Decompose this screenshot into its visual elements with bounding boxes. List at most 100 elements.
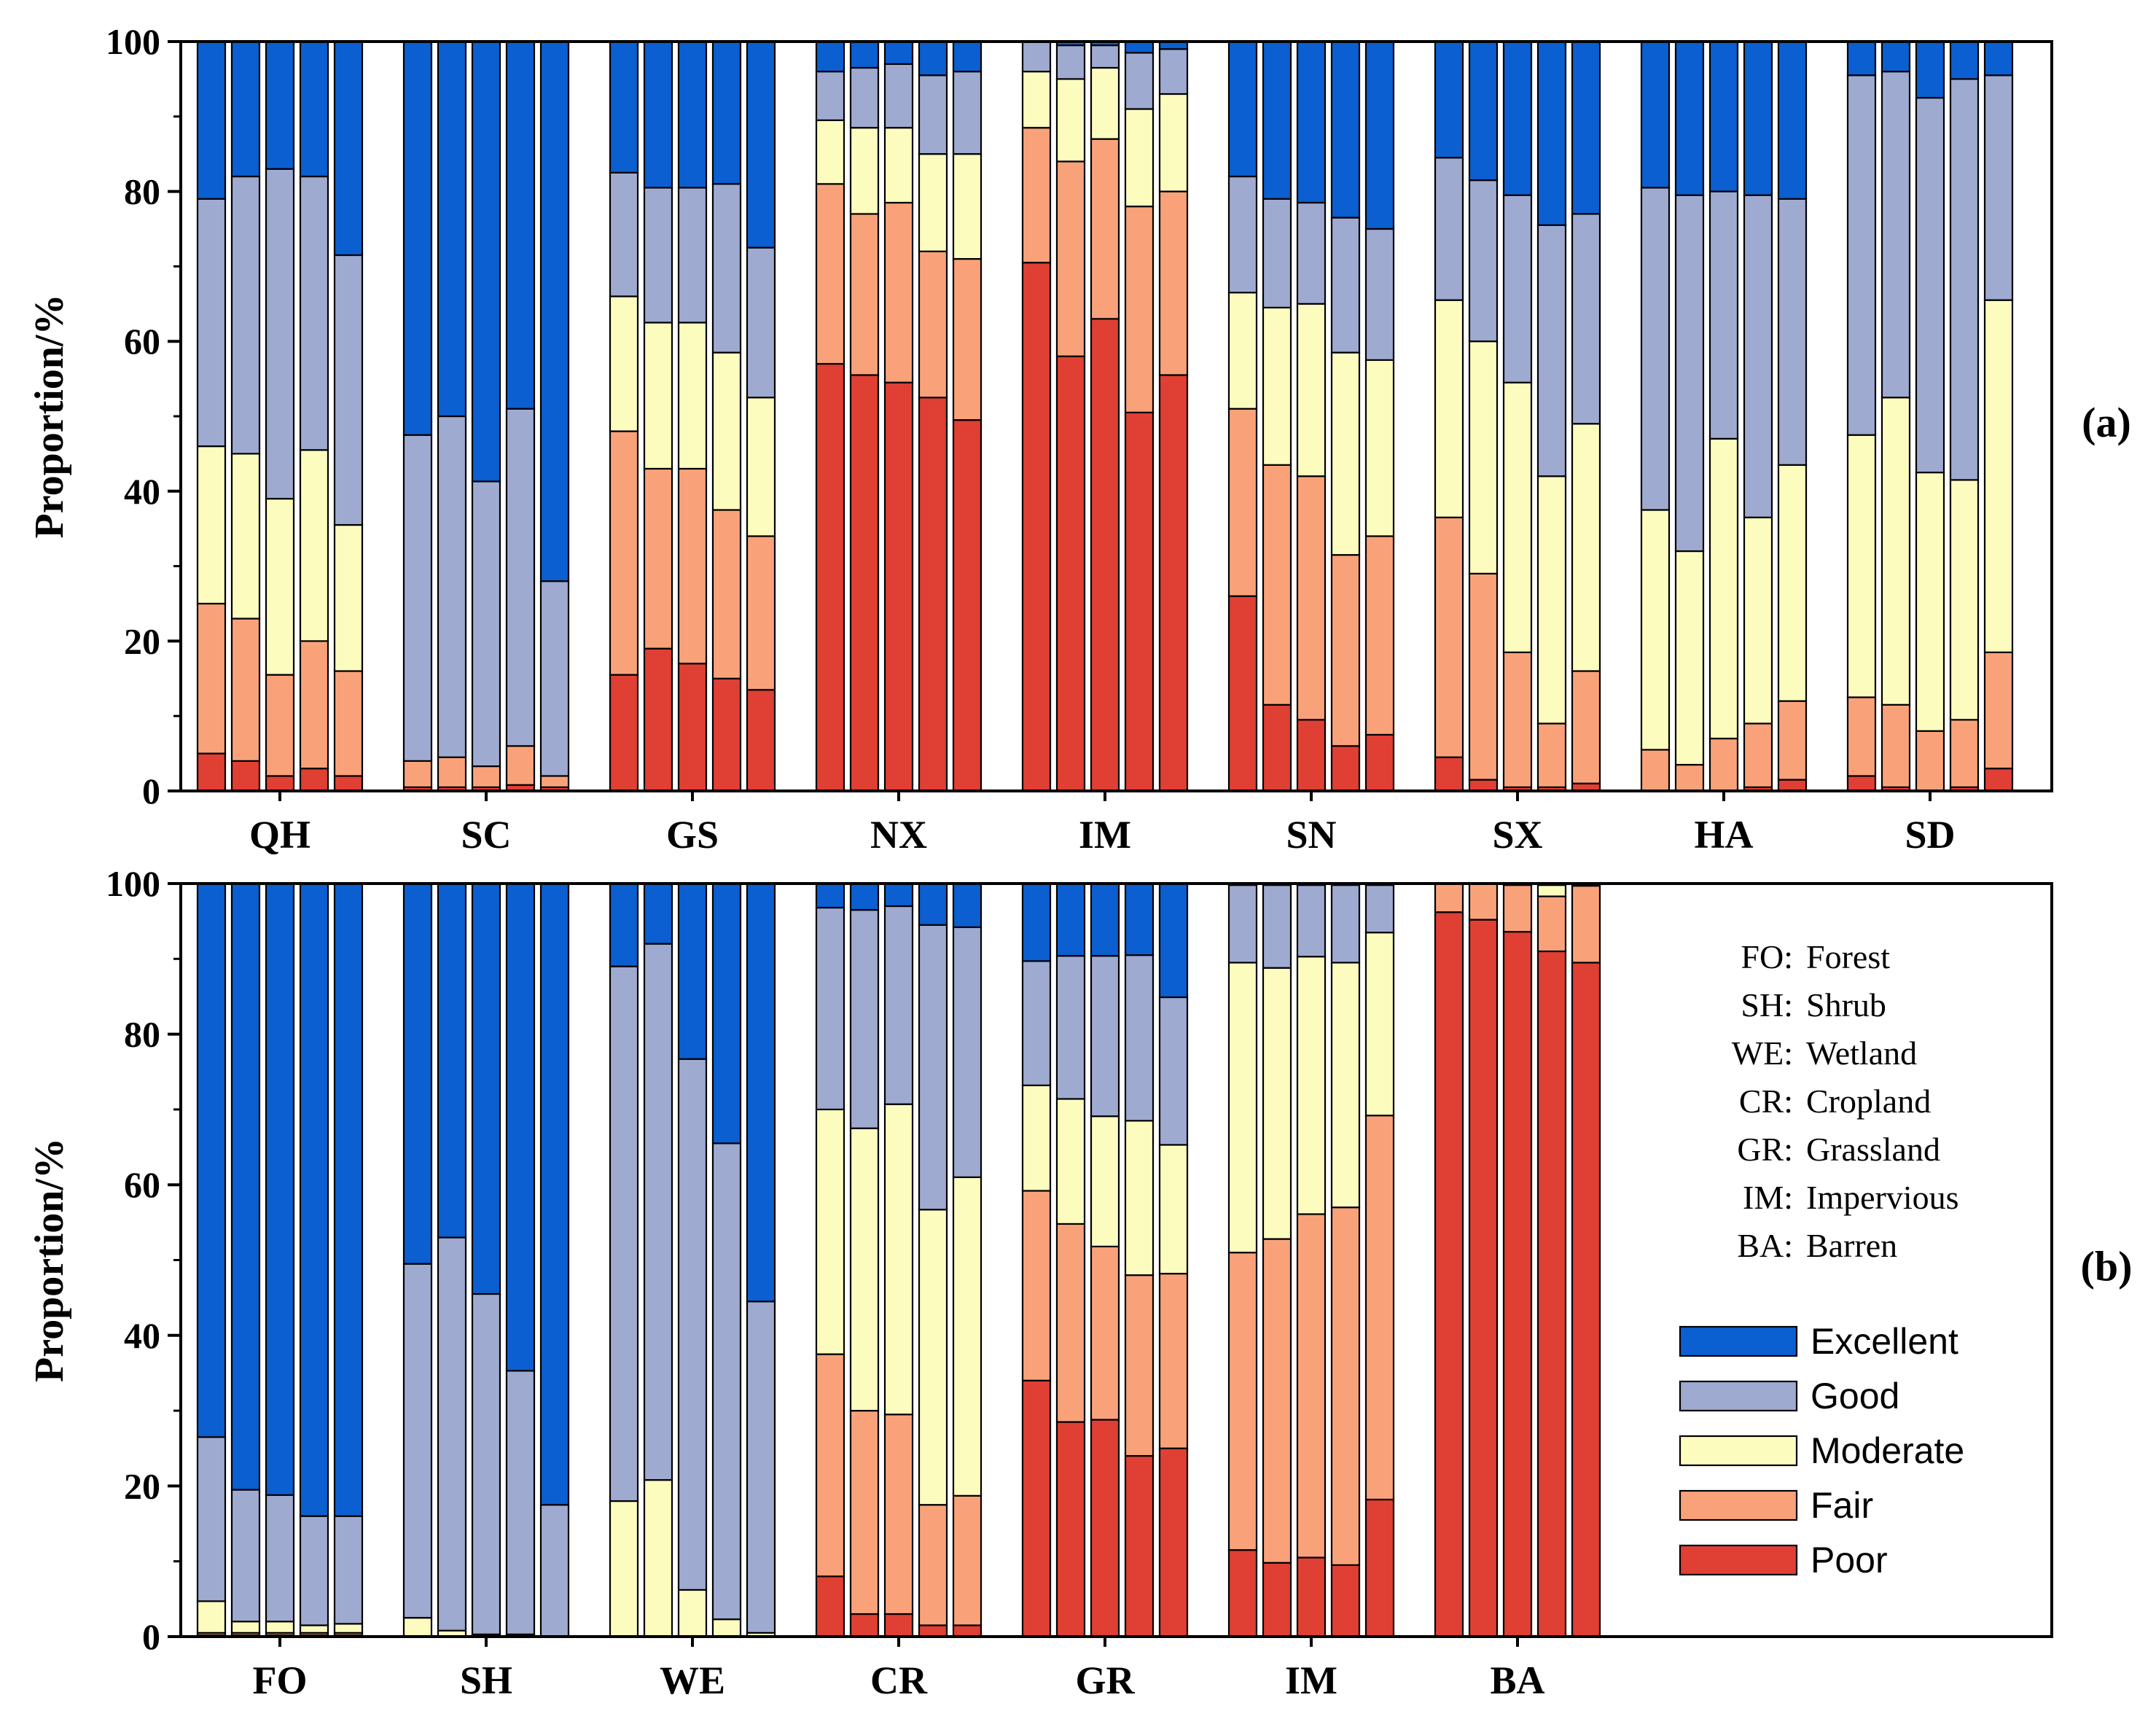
bar-segment-qh-5-moderate: [333, 523, 364, 672]
bar-group-ha: HA: [1640, 40, 1808, 857]
bar-segment-ha-5-excellent: [1777, 40, 1808, 200]
bar-segment-we-4-excellent: [711, 882, 742, 1145]
bar-segment-nx-3-fair: [883, 201, 914, 383]
bar-segment-qh-1-excellent: [196, 40, 227, 200]
bar-segment-ha-2-excellent: [1674, 40, 1705, 196]
bar-segment-ha-3-excellent: [1708, 40, 1739, 192]
bar-segment-cr-3-good: [883, 905, 914, 1105]
bar-segment-fo-2-moderate: [230, 1621, 261, 1634]
y-axis-title: Proportion/%: [27, 1138, 72, 1382]
bar-segment-qh-1-fair: [196, 602, 227, 755]
y-tick-label: 40: [124, 1315, 160, 1356]
bar-segment-sn-5-poor: [1364, 733, 1395, 792]
bar-segment-sh-5-good: [539, 1504, 570, 1638]
abbr-name: Forest: [1806, 938, 1890, 975]
bar-segment-sn-3-poor: [1296, 719, 1327, 792]
bar-segment-im-4-excellent: [1124, 40, 1155, 54]
bar-segment-sx-3-moderate: [1502, 381, 1533, 653]
abbr-code: GR:: [1737, 1131, 1793, 1168]
bar-segment-sn-3-fair: [1296, 475, 1327, 721]
legend-swatch-moderate: [1679, 1435, 1798, 1467]
bar-segment-im-5-good: [1158, 48, 1189, 95]
bar-segment-gr-4-moderate: [1124, 1120, 1155, 1276]
bar-segment-im-1-moderate: [1227, 962, 1258, 1254]
panel-label: (b): [2081, 1243, 2133, 1290]
bar-segment-im-5-poor: [1158, 374, 1189, 792]
bar-segment-cr-2-fair: [849, 1409, 880, 1615]
bar-segment-im-4-good: [1124, 52, 1155, 110]
bar-segment-gr-5-moderate: [1158, 1144, 1189, 1275]
bar-segment-sc-1-good: [402, 434, 433, 762]
bar-segment-gr-4-fair: [1124, 1274, 1155, 1457]
legend-swatch-good: [1679, 1380, 1798, 1412]
bar-segment-sd-3-good: [1915, 97, 1945, 474]
bar-segment-nx-3-good: [883, 63, 914, 129]
bar-group-qh: QH: [196, 40, 364, 857]
bar-segment-im-3-poor: [1090, 318, 1120, 792]
bar-group-we: WE: [609, 882, 776, 1702]
bar-segment-sc-3-good: [471, 480, 501, 768]
bar-segment-nx-2-moderate: [849, 127, 880, 215]
bar-segment-nx-5-good: [952, 71, 983, 155]
bar-segment-sx-4-moderate: [1536, 475, 1567, 725]
bar-segment-fo-5-excellent: [333, 882, 364, 1517]
bar-segment-cr-5-poor: [952, 1624, 983, 1638]
bar-segment-sh-1-excellent: [402, 882, 433, 1265]
bar-segment-sn-1-excellent: [1227, 40, 1258, 178]
bar-segment-ba-4-moderate: [1536, 884, 1567, 897]
y-tick-label: 60: [124, 1164, 160, 1205]
category-label-sn: SN: [1286, 813, 1336, 857]
bar-segment-nx-2-fair: [849, 213, 880, 376]
bar-segment-gs-4-poor: [711, 677, 742, 792]
bar-segment-gs-4-fair: [711, 509, 742, 679]
abbr-code: CR:: [1739, 1083, 1793, 1120]
bar-segment-gs-3-poor: [677, 663, 708, 792]
bar-segment-gr-2-moderate: [1055, 1098, 1086, 1225]
bar-segment-we-2-good: [643, 943, 673, 1481]
bar-segment-sn-2-poor: [1262, 703, 1292, 792]
bar-segment-gr-4-poor: [1124, 1454, 1155, 1638]
bar-segment-cr-5-excellent: [952, 882, 983, 929]
bar-segment-sn-1-poor: [1227, 595, 1258, 792]
bar-segment-fo-3-excellent: [265, 882, 295, 1496]
bar-segment-fo-5-moderate: [333, 1623, 364, 1634]
bar-segment-fo-3-moderate: [265, 1621, 295, 1634]
bar-segment-gr-2-poor: [1055, 1421, 1086, 1638]
bar-segment-fo-4-excellent: [299, 882, 329, 1517]
abbr-code: IM:: [1743, 1179, 1793, 1216]
bar-segment-im-3-moderate: [1296, 956, 1327, 1215]
bar-segment-ha-3-moderate: [1708, 437, 1739, 740]
bar-segment-ha-1-good: [1640, 187, 1671, 511]
y-tick-label: 40: [124, 471, 160, 512]
bar-segment-sn-4-excellent: [1330, 40, 1361, 219]
bar-segment-sd-4-good: [1949, 78, 1980, 481]
bar-segment-sc-2-fair: [437, 756, 467, 788]
panel-b: FO SH WE CR GR IM BA 0 20 40 60 80 100 Proportion/% (b…: [27, 863, 2132, 1702]
bar-segment-ba-3-poor: [1502, 931, 1533, 1638]
bar-segment-im-1-moderate: [1021, 71, 1052, 129]
bar-segment-qh-1-moderate: [196, 445, 227, 605]
bar-segment-im-1-fair: [1021, 127, 1052, 264]
bar-segment-sn-2-excellent: [1262, 40, 1292, 200]
bar-segment-fo-2-excellent: [230, 882, 261, 1491]
y-tick-label: 80: [124, 1014, 160, 1055]
bar-segment-qh-4-good: [299, 175, 329, 451]
bar-segment-sx-5-excellent: [1571, 40, 1601, 215]
bar-segment-we-1-good: [609, 965, 639, 1502]
category-label-sd: SD: [1905, 813, 1955, 857]
panel-a: QH SC GS NX IM SN SX HA SD 0 20 40 60 80 100 Proportion…: [27, 21, 2131, 857]
bar-segment-cr-2-excellent: [849, 882, 880, 911]
bar-segment-nx-2-good: [849, 66, 880, 129]
bar-segment-cr-5-fair: [952, 1494, 983, 1626]
bar-segment-sd-4-excellent: [1949, 40, 1980, 80]
bar-segment-qh-4-fair: [299, 640, 329, 770]
bar-segment-we-1-excellent: [609, 882, 639, 967]
bar-segment-gr-1-good: [1021, 960, 1052, 1086]
bar-segment-sn-5-good: [1364, 227, 1395, 361]
bar-segment-we-2-excellent: [643, 882, 673, 945]
bar-segment-cr-1-poor: [815, 1575, 845, 1638]
bar-segment-im-4-fair: [1330, 1206, 1361, 1566]
bar-segment-nx-4-fair: [918, 250, 948, 399]
bar-segment-nx-1-good: [815, 71, 845, 122]
bar-segment-sx-2-moderate: [1468, 340, 1499, 574]
